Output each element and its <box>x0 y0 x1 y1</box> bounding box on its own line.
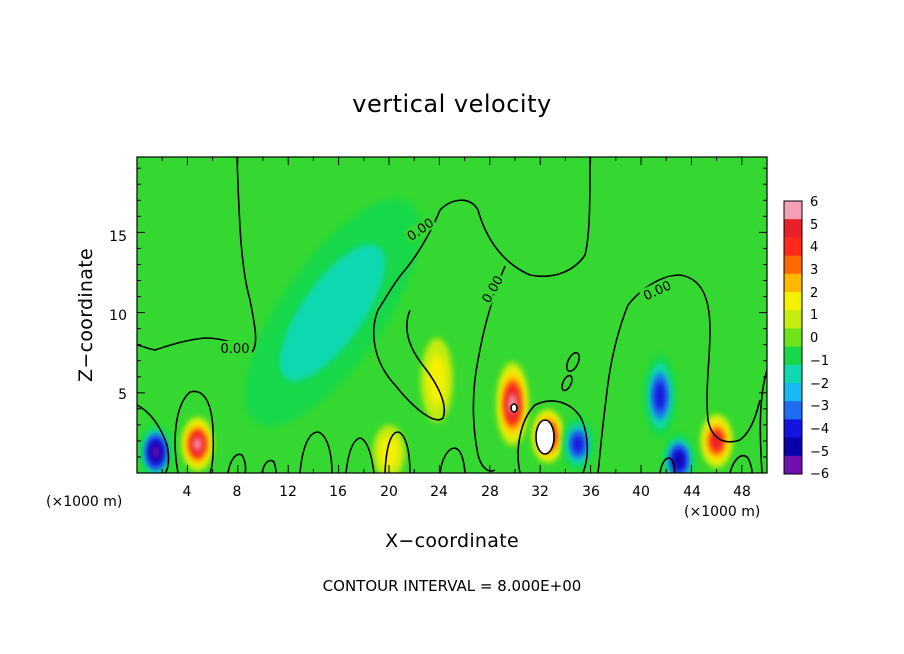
plot-background <box>137 157 767 473</box>
y-tick-label: 10 <box>109 308 127 324</box>
contour-line <box>174 390 215 473</box>
colorbar-swatch <box>784 401 802 420</box>
colorbar-tick-label: −1 <box>810 354 829 369</box>
contour-line <box>517 400 589 473</box>
y-tick-label: 5 <box>118 387 127 403</box>
contour-closed <box>566 351 580 373</box>
x-unit-right: (×1000 m) <box>684 504 760 520</box>
colorbar-swatch <box>784 310 802 329</box>
colorbar: 6 5 4 3 2 1 0 −1 −2 −3 −4 −5 −6 <box>783 195 829 482</box>
velocity-feature <box>279 244 385 381</box>
x-tick-label: 24 <box>430 484 448 500</box>
contour-line <box>261 459 277 473</box>
contour-line <box>439 157 591 278</box>
x-tick-label: 16 <box>329 484 347 500</box>
velocity-feature <box>427 354 447 406</box>
colorbar-swatch <box>784 273 802 293</box>
colorbar-swatch <box>784 437 802 457</box>
y-axis-label: Z−coordinate <box>75 248 97 382</box>
colorbar-frame <box>783 200 803 475</box>
contour-closed <box>535 419 555 455</box>
x-tick-label: 48 <box>733 484 751 500</box>
colorbar-swatch <box>784 219 802 238</box>
x-tick-label: 12 <box>279 484 297 500</box>
contour-label: 0.00 <box>221 342 250 357</box>
y-tick-label: 15 <box>109 229 127 245</box>
y-axis: 5 10 15 Z−coordinate <box>75 229 127 403</box>
colorbar-tick-label: 5 <box>810 218 818 233</box>
contour-interval-note: CONTOUR INTERVAL = 8.000E+00 <box>323 577 582 595</box>
x-tick-label: 28 <box>481 484 499 500</box>
x-tick-label: 40 <box>632 484 650 500</box>
chart-title: vertical velocity <box>352 90 551 118</box>
x-tick-label: 32 <box>531 484 549 500</box>
contour-closed <box>561 374 573 392</box>
colorbar-tick-label: 1 <box>810 308 818 323</box>
colorbar-swatch <box>784 346 802 366</box>
plot-frame <box>136 156 768 474</box>
colorbar-tick-label: 0 <box>810 331 818 346</box>
velocity-feature <box>712 433 721 449</box>
velocity-feature <box>152 445 160 459</box>
colorbar-swatch <box>784 455 802 475</box>
x-tick-label: 44 <box>683 484 701 500</box>
colorbar-tick-label: −3 <box>810 399 829 414</box>
colorbar-swatch <box>784 364 802 384</box>
colorbar-tick-label: −5 <box>810 445 829 460</box>
colorbar-swatch <box>784 237 802 256</box>
colorbar-tick-label: 4 <box>810 240 818 255</box>
x-tick-label: 8 <box>233 484 242 500</box>
contour-line <box>299 431 333 473</box>
velocity-feature <box>654 382 666 410</box>
contour-line <box>729 454 753 473</box>
plot-area: 0.00 0.00 0.00 0.00 <box>136 156 768 474</box>
colorbar-tick-label: −4 <box>810 422 829 437</box>
x-tick-label: 36 <box>582 484 600 500</box>
x-tick-label: 20 <box>380 484 398 500</box>
contour-closed <box>510 403 518 413</box>
colorbar-ticks: 6 5 4 3 2 1 0 −1 −2 −3 −4 −5 −6 <box>810 195 829 482</box>
contour-line <box>627 274 761 443</box>
velocity-feature <box>674 452 684 468</box>
colorbar-tick-label: −6 <box>810 467 829 482</box>
colorbar-tick-label: 6 <box>810 195 818 210</box>
x-tick-label: 4 <box>183 484 192 500</box>
velocity-feature <box>379 435 399 469</box>
x-unit-left: (×1000 m) <box>46 494 122 510</box>
axis-ticks <box>136 157 768 473</box>
contour-line <box>597 304 629 473</box>
contour-line <box>227 453 247 473</box>
contour-line <box>372 209 445 421</box>
colorbar-swatches <box>784 201 802 475</box>
colorbar-swatch <box>784 292 802 311</box>
colorbar-tick-label: −2 <box>810 377 829 392</box>
x-axis: 4 8 12 16 20 24 28 32 36 40 44 48 (×1000… <box>46 484 760 552</box>
contour-line <box>659 457 676 473</box>
colorbar-swatch <box>784 328 802 347</box>
colorbar-tick-label: 2 <box>810 286 818 301</box>
colorbar-swatch <box>784 201 802 220</box>
colorbar-swatch <box>784 255 802 275</box>
contour-line <box>345 437 375 473</box>
contour-line <box>439 447 466 473</box>
x-axis-label: X−coordinate <box>385 530 519 552</box>
contour-line <box>384 431 411 473</box>
contour-line <box>759 369 767 473</box>
colorbar-swatch <box>784 419 802 438</box>
colorbar-swatch <box>784 383 802 402</box>
velocity-feature <box>193 437 202 451</box>
colorbar-tick-label: 3 <box>810 263 818 278</box>
contour-line <box>137 404 170 473</box>
velocity-feature <box>572 435 584 454</box>
